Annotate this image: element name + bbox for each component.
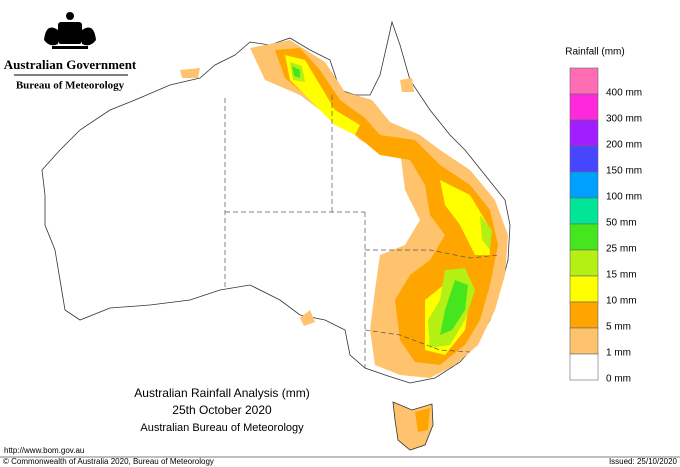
map-source: Australian Bureau of Meteorology (140, 422, 304, 434)
legend-label: 400 mm (606, 88, 642, 99)
legend-label: 1 mm (606, 348, 631, 359)
coat-of-arms (44, 12, 96, 49)
legend-swatch (569, 67, 599, 95)
footer-issued: Issued: 25/10/2020 (609, 457, 678, 466)
legend-label: 10 mm (606, 296, 637, 307)
state-borders (224, 95, 501, 368)
legend-swatch (569, 301, 599, 329)
legend: 400 mm 300 mm 200 mm 150 mm 100 mm 50 mm 25 mm… (569, 67, 642, 385)
legend-label: 0 mm (606, 374, 631, 385)
bureau-name: Bureau of Meteorology (16, 80, 125, 92)
legend-swatch (569, 249, 599, 277)
legend-swatch (569, 353, 599, 381)
legend-label: 200 mm (606, 140, 642, 151)
footer-copyright: © Commonwealth of Australia 2020, Bureau… (3, 457, 214, 466)
legend-title: Rainfall (mm) (565, 47, 624, 58)
agency-name: Australian Government (4, 57, 137, 72)
legend-label: 25 mm (606, 244, 637, 255)
legend-swatch (569, 119, 599, 147)
legend-label: 5 mm (606, 322, 631, 333)
legend-label: 50 mm (606, 218, 637, 229)
legend-label: 150 mm (606, 166, 642, 177)
legend-label: 300 mm (606, 114, 642, 125)
legend-swatch (569, 145, 599, 173)
legend-swatch (569, 171, 599, 199)
rainfall-areas (180, 40, 508, 378)
legend-swatch (569, 327, 599, 355)
legend-label: 15 mm (606, 270, 637, 281)
legend-swatch (569, 275, 599, 303)
legend-swatch (569, 197, 599, 225)
map-date: 25th October 2020 (172, 403, 272, 417)
map-title: Australian Rainfall Analysis (mm) (134, 386, 309, 400)
legend-swatch (569, 93, 599, 121)
legend-label: 100 mm (606, 192, 642, 203)
tasmania-rain (415, 408, 430, 432)
legend-swatch (569, 223, 599, 251)
footer-url: http://www.bom.gov.au (4, 446, 84, 455)
